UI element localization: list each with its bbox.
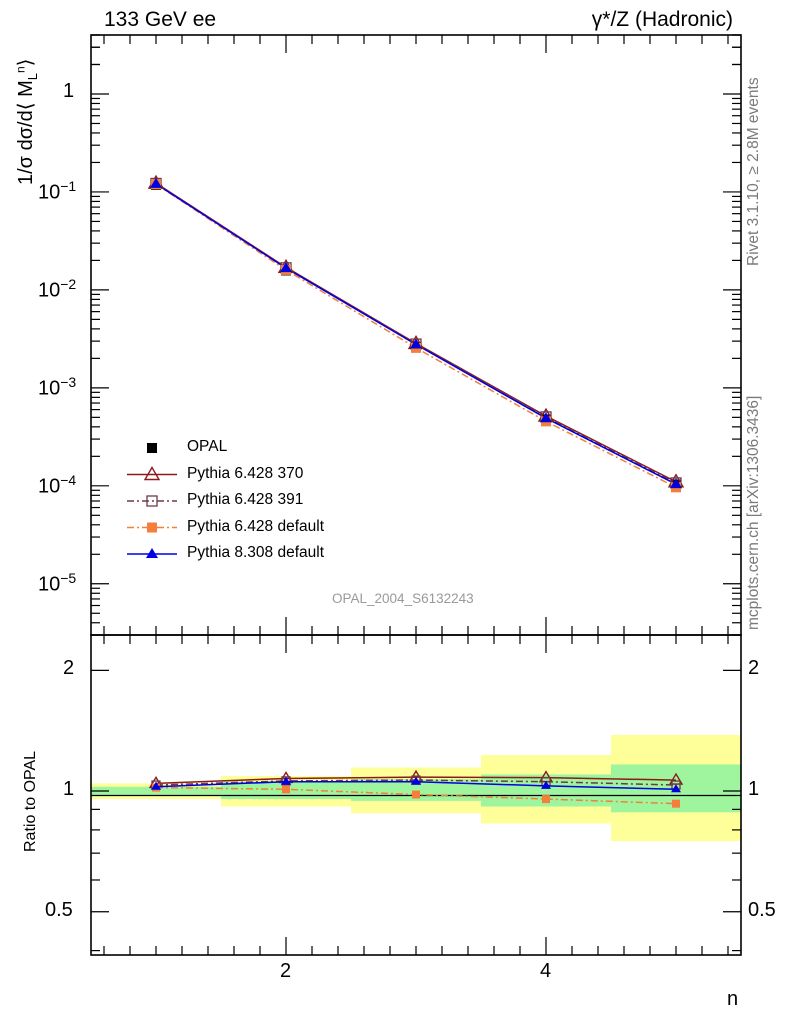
legend-marker-5 <box>146 548 158 558</box>
ratio-point-pythia-6-428-default <box>282 785 290 794</box>
y-axis-label-main: 1/σ dσ/d⟨ MLn⟩ <box>13 59 40 185</box>
x-tick-label: 2 <box>280 960 292 982</box>
y-tick-label-main-exponent: −4 <box>60 471 77 488</box>
legend-label: Pythia 6.428 default <box>187 517 325 535</box>
y-axis-label-ratio: Ratio to OPAL <box>22 750 39 852</box>
ratio-point-pythia-8-308-default <box>541 780 551 789</box>
y-axis-label-sub: L <box>25 73 40 81</box>
line-pythia-6-428-370 <box>155 182 677 483</box>
mcplots-label: mcplots.cern.ch [arXiv:1306.3436] <box>745 395 762 630</box>
y-tick-label-ratio: 0.5 <box>45 898 73 921</box>
legend-label: Pythia 6.428 370 <box>187 464 304 482</box>
y-tick-label-main: 10−3 <box>38 373 77 400</box>
line-pythia-6-428-391 <box>155 182 677 484</box>
legend-marker-1 <box>147 443 157 453</box>
ratio-point-pythia-8-308-default <box>151 781 161 790</box>
y-axis-label-main-text: 1/σ dσ/d⟨ M <box>15 80 37 185</box>
legend-label: OPAL <box>187 438 228 455</box>
point-pythia-8-308-default <box>410 338 422 349</box>
ratio-point-pythia-8-308-default <box>671 784 681 793</box>
ratio-point-pythia-8-308-default <box>411 776 421 785</box>
axis-ticks <box>91 34 741 955</box>
x-axis-label: n <box>727 988 739 1010</box>
energy-title: 133 GeV ee <box>104 8 217 31</box>
point-pythia-8-308-default <box>670 478 682 489</box>
point-pythia-8-308-default <box>150 177 162 188</box>
legend-markers <box>127 443 177 558</box>
legend-label: Pythia 8.308 default <box>187 544 325 561</box>
main-series <box>147 174 685 493</box>
rivet-label: Rivet 3.1.10, ≥ 2.8M events <box>745 77 762 266</box>
y-axis-label-sup: n <box>13 66 28 74</box>
y-tick-label-ratio-right: 2 <box>748 657 760 680</box>
point-pythia-8-308-default <box>540 412 552 423</box>
line-pythia-8-308-default <box>155 183 677 485</box>
y-tick-label-main: 10−1 <box>38 177 77 204</box>
y-tick-label-main: 10−5 <box>38 569 77 596</box>
legend-label: Pythia 6.428 391 <box>187 491 304 508</box>
legend-marker-2 <box>143 466 161 481</box>
y-tick-label-main-exponent: −1 <box>60 177 77 194</box>
legend-marker-3 <box>146 495 158 507</box>
ratio-point-pythia-6-428-default <box>542 795 550 804</box>
ratio-point-pythia-8-308-default <box>281 776 291 785</box>
point-pythia-8-308-default <box>280 262 292 273</box>
x-tick-label: 4 <box>540 960 552 982</box>
y-tick-label-main-exponent: −2 <box>60 275 77 292</box>
y-tick-label-ratio-right: 0.5 <box>748 898 776 921</box>
y-tick-label-main: 10−4 <box>38 471 77 498</box>
process-title: γ*/Z (Hadronic) <box>591 8 733 31</box>
y-tick-label-main: 10−2 <box>38 275 77 302</box>
analysis-id: OPAL_2004_S6132243 <box>332 591 474 606</box>
y-tick-label-main-exponent: −5 <box>60 569 77 586</box>
y-tick-label-main: 1 <box>63 79 75 102</box>
y-tick-label-ratio: 1 <box>63 778 75 801</box>
ratio-point-pythia-6-428-default <box>412 790 420 799</box>
y-tick-label-ratio: 2 <box>63 657 75 680</box>
legend-marker-4 <box>147 522 157 533</box>
y-tick-label-ratio-right: 1 <box>748 778 760 801</box>
y-axis-label-end: ⟩ <box>15 58 37 67</box>
y-tick-label-main-exponent: −3 <box>60 373 77 390</box>
ratio-point-pythia-6-428-370 <box>668 772 684 785</box>
ratio-series <box>148 769 684 808</box>
ratio-point-pythia-6-428-default <box>672 799 680 808</box>
line-pythia-6-428-default <box>155 183 677 489</box>
